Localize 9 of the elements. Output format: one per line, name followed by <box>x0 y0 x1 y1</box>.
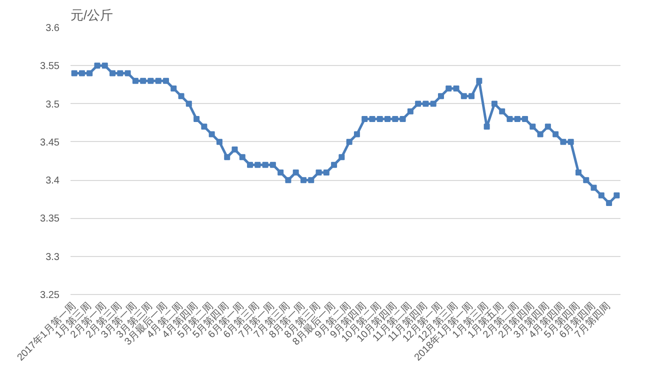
y-tick-label: 3.45 <box>40 137 60 148</box>
y-axis-title: 元/公斤 <box>70 8 114 22</box>
y-tick-label: 3.35 <box>40 214 60 225</box>
y-tick-label: 3.6 <box>46 23 60 34</box>
y-tick-label: 3.4 <box>46 176 60 187</box>
y-tick-label: 3.3 <box>46 252 60 263</box>
y-tick-label: 3.55 <box>40 61 60 72</box>
y-tick-label: 3.5 <box>46 99 60 110</box>
y-tick-label: 3.25 <box>40 290 60 301</box>
